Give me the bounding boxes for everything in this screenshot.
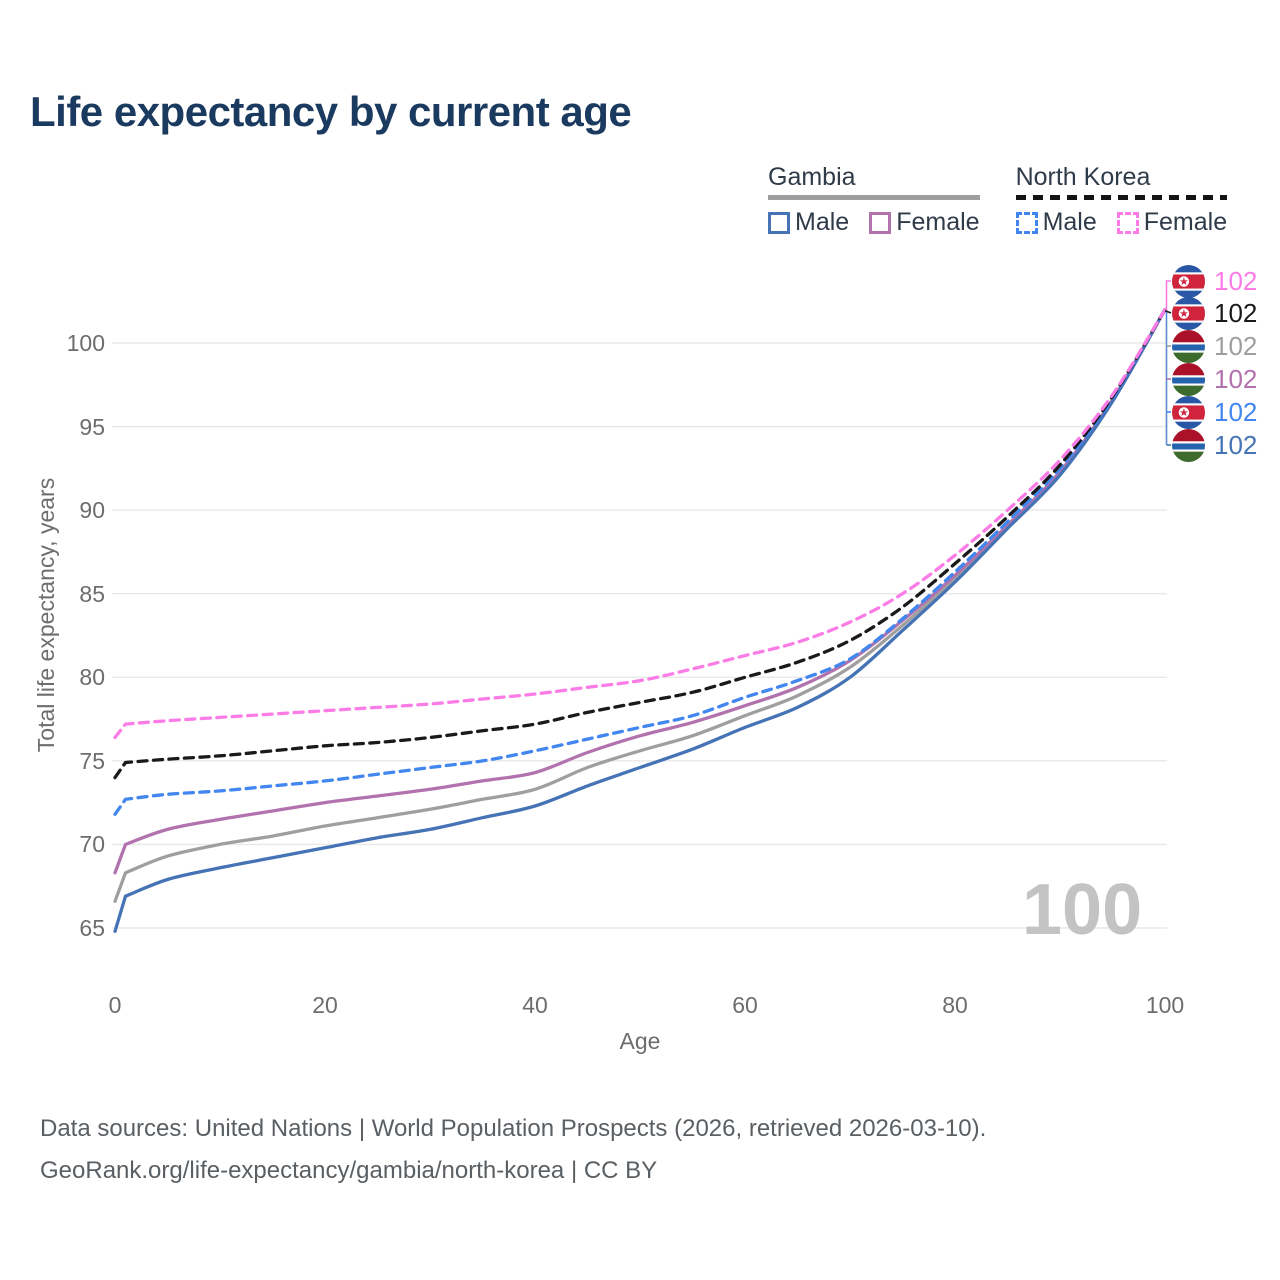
y-tick-label: 85	[79, 580, 105, 607]
legend-item-gambia-male[interactable]: Male	[768, 208, 849, 237]
north-korea-flag-icon	[1172, 264, 1205, 298]
series-line-gambia-female[interactable]	[113, 307, 1167, 875]
legend-group-gambia: Gambia Male Female	[768, 163, 980, 237]
legend-country-north-korea[interactable]: North Korea	[1015, 163, 1228, 200]
x-axis-title: Age	[619, 1028, 661, 1054]
end-label-north-korea-0: 102	[1172, 264, 1258, 298]
legend-item-label: Female	[1143, 208, 1228, 236]
legend-swatch-north-korea-male-icon	[1015, 211, 1038, 234]
series-line-north-korea-both-sexes[interactable]	[113, 307, 1167, 780]
legend-swatch-north-korea-female-icon	[1116, 211, 1139, 234]
legend-item-gambia-female[interactable]: Female	[869, 208, 980, 237]
footer-data-sources: Data sources: United Nations | World Pop…	[40, 1115, 987, 1142]
legend-item-label: Male	[1042, 208, 1097, 236]
y-tick-label: 95	[79, 413, 105, 440]
legend-item-label: Male	[795, 208, 850, 236]
end-label-value: 102	[1214, 298, 1258, 328]
legend-group-north-korea: North Korea Male Female	[1015, 163, 1228, 237]
gambia-flag-icon	[1172, 428, 1205, 462]
north-korea-flag-icon	[1172, 395, 1205, 429]
legend-items-gambia: Male Female	[768, 208, 980, 237]
end-label-value: 102	[1214, 430, 1258, 460]
end-label-gambia-5: 102	[1172, 428, 1258, 462]
y-tick-label: 75	[79, 747, 105, 774]
x-tick-label: 80	[942, 992, 968, 1018]
x-tick-label: 20	[312, 992, 338, 1018]
y-tick-label: 90	[79, 497, 105, 524]
age-indicator-watermark: 100	[1022, 870, 1143, 950]
leader-line	[1165, 280, 1171, 311]
legend-country-label-north-korea: North Korea	[1015, 163, 1151, 191]
end-label-gambia-2: 102	[1172, 329, 1258, 363]
series-line-north-korea-female[interactable]	[113, 307, 1167, 740]
leader-line	[1164, 309, 1172, 314]
legend-country-gambia[interactable]: Gambia	[768, 163, 980, 200]
y-tick-label: 80	[79, 664, 105, 691]
y-tick-label: 65	[79, 915, 105, 941]
x-tick-label: 40	[522, 992, 548, 1018]
legend-item-north-korea-male[interactable]: Male	[1015, 208, 1097, 237]
y-tick-label: 100	[66, 330, 105, 356]
x-tick-label: 0	[108, 992, 122, 1018]
end-label-value: 102	[1214, 331, 1258, 361]
legend-items-north-korea: Male Female	[1015, 208, 1228, 237]
x-tick-label: 60	[732, 992, 758, 1018]
end-label-value: 102	[1214, 364, 1258, 394]
legend-item-north-korea-female[interactable]: Female	[1116, 208, 1228, 237]
gambia-flag-icon	[1172, 362, 1205, 396]
legend-underline-gambia	[768, 195, 980, 200]
x-tick-label: 100	[1145, 992, 1185, 1018]
end-label-gambia-3: 102	[1172, 362, 1258, 396]
series-line-gambia-male[interactable]	[113, 307, 1167, 933]
end-label-value: 102	[1214, 266, 1258, 296]
end-label-north-korea-4: 102	[1172, 395, 1258, 429]
page-title: Life expectancy by current age	[30, 88, 632, 135]
footer-attribution: GeoRank.org/life-expectancy/gambia/north…	[40, 1157, 658, 1184]
legend-item-label: Female	[896, 208, 980, 236]
legend-swatch-gambia-female-icon	[869, 211, 892, 234]
legend-country-label-gambia: Gambia	[768, 163, 856, 191]
legend-swatch-gambia-male-icon	[768, 211, 790, 234]
end-label-value: 102	[1214, 397, 1258, 427]
end-label-north-korea-1: 102	[1172, 296, 1258, 330]
legend-underline-north-korea	[1015, 195, 1228, 200]
footer: Data sources: United Nations | World Pop…	[40, 1108, 986, 1192]
series-line-north-korea-male[interactable]	[113, 307, 1167, 816]
y-tick-label: 70	[79, 831, 105, 858]
north-korea-flag-icon	[1172, 296, 1205, 330]
legend: Gambia Male Female North Korea	[768, 163, 1228, 237]
gambia-flag-icon	[1172, 329, 1205, 363]
